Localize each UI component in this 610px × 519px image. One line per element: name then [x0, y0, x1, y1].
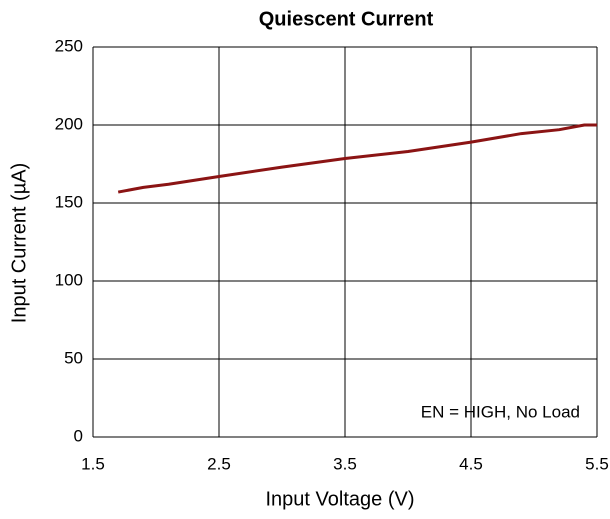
- y-tick-label: 200: [55, 114, 83, 133]
- data-line: [117, 123, 597, 194]
- chart-title: Quiescent Current: [259, 8, 434, 30]
- x-tick-label: 5.5: [585, 454, 609, 473]
- x-tick-label: 4.5: [459, 454, 483, 473]
- annotation: EN = HIGH, No Load: [421, 402, 580, 421]
- y-tick-label: 50: [64, 348, 83, 367]
- x-axis-label: Input Voltage (V): [266, 488, 415, 510]
- x-tick-label: 2.5: [207, 454, 231, 473]
- y-tick-label: 150: [55, 192, 83, 211]
- y-tick-label: 250: [55, 36, 83, 55]
- x-tick-label: 3.5: [333, 454, 357, 473]
- y-tick-label: 100: [55, 270, 83, 289]
- y-tick-label: 0: [74, 426, 83, 445]
- x-tick-label: 1.5: [81, 454, 105, 473]
- y-axis-label: Input Current (µA): [8, 163, 30, 323]
